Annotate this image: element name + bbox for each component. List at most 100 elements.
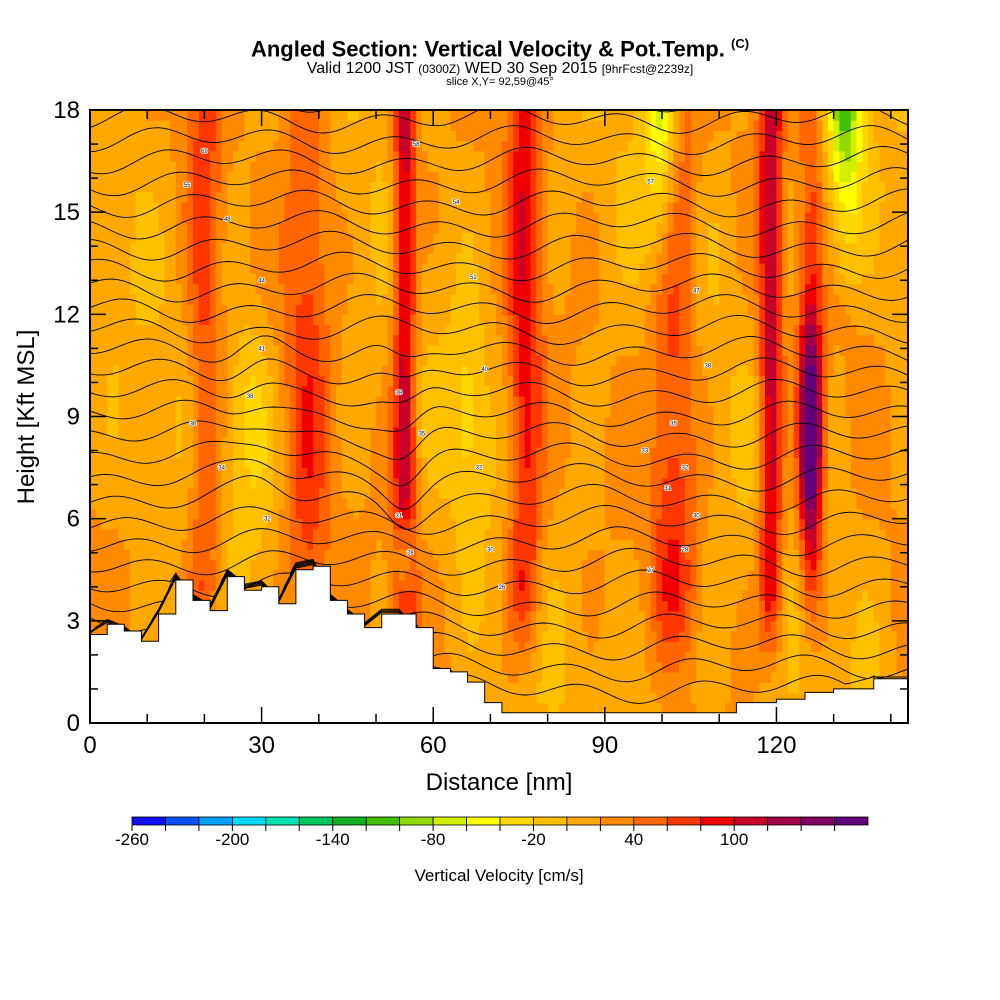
field-cell bbox=[536, 447, 543, 458]
field-cell bbox=[490, 610, 497, 622]
field-cell bbox=[255, 467, 263, 479]
field-cell bbox=[347, 580, 354, 591]
field-cell bbox=[101, 140, 108, 152]
field-cell bbox=[90, 528, 97, 540]
field-cell bbox=[221, 181, 228, 193]
field-cell bbox=[347, 334, 354, 346]
field-cell bbox=[295, 385, 303, 397]
field-cell bbox=[370, 263, 377, 274]
field-cell bbox=[124, 600, 131, 612]
field-cell bbox=[376, 191, 383, 203]
field-cell bbox=[330, 304, 337, 315]
field-cell bbox=[398, 375, 406, 387]
field-cell bbox=[416, 130, 423, 142]
field-cell bbox=[364, 447, 371, 458]
field-cell bbox=[250, 436, 257, 448]
field-cell bbox=[170, 120, 177, 131]
field-cell bbox=[233, 549, 240, 561]
field-cell bbox=[501, 385, 509, 397]
field-cell bbox=[364, 242, 371, 254]
field-cell bbox=[261, 488, 268, 499]
field-cell bbox=[124, 416, 131, 428]
field-cell bbox=[215, 569, 223, 581]
field-cell bbox=[559, 365, 566, 377]
field-cell bbox=[450, 120, 457, 131]
field-cell bbox=[147, 161, 154, 172]
field-cell bbox=[559, 334, 566, 346]
field-cell bbox=[541, 518, 549, 530]
field-cell bbox=[330, 324, 337, 336]
field-cell bbox=[513, 488, 520, 499]
field-cell bbox=[404, 171, 411, 183]
field-cell bbox=[233, 436, 240, 448]
field-cell bbox=[124, 120, 131, 131]
field-cell bbox=[95, 161, 102, 172]
field-cell bbox=[324, 212, 331, 223]
field-cell bbox=[301, 345, 308, 356]
field-cell bbox=[370, 345, 377, 356]
field-cell bbox=[433, 508, 440, 520]
field-cell bbox=[387, 488, 394, 499]
field-cell bbox=[450, 365, 457, 377]
field-cell bbox=[290, 457, 297, 469]
field-cell bbox=[101, 232, 108, 244]
field-cell bbox=[524, 518, 531, 530]
field-cell bbox=[467, 590, 474, 601]
field-cell bbox=[536, 324, 543, 336]
field-cell bbox=[536, 426, 543, 438]
field-cell bbox=[336, 242, 343, 254]
field-cell bbox=[519, 222, 526, 234]
field-cell bbox=[307, 416, 314, 428]
field-cell bbox=[118, 426, 125, 438]
field-cell bbox=[376, 488, 383, 499]
field-cell bbox=[461, 253, 469, 264]
field-cell bbox=[353, 559, 360, 571]
field-cell bbox=[261, 436, 268, 448]
field-cell bbox=[519, 416, 526, 428]
field-cell bbox=[387, 304, 394, 315]
field-cell bbox=[301, 447, 308, 458]
field-cell bbox=[284, 518, 291, 530]
field-cell bbox=[427, 110, 434, 121]
field-cell bbox=[444, 242, 451, 254]
field-cell bbox=[547, 181, 554, 193]
field-cell bbox=[404, 273, 411, 285]
field-cell bbox=[490, 498, 497, 509]
field-cell bbox=[267, 396, 274, 407]
field-cell bbox=[393, 375, 400, 387]
field-cell bbox=[473, 498, 480, 509]
field-cell bbox=[376, 518, 383, 530]
field-cell bbox=[290, 508, 297, 520]
field-cell bbox=[536, 457, 543, 469]
field-cell bbox=[484, 508, 491, 520]
field-cell bbox=[450, 651, 457, 663]
field-cell bbox=[95, 212, 102, 223]
field-cell bbox=[130, 222, 137, 234]
field-cell bbox=[513, 222, 520, 234]
field-cell bbox=[193, 130, 200, 142]
field-cell bbox=[524, 201, 531, 213]
field-cell bbox=[519, 263, 526, 274]
field-cell bbox=[152, 631, 160, 642]
field-cell bbox=[427, 508, 434, 520]
field-cell bbox=[387, 222, 394, 234]
field-cell bbox=[336, 559, 343, 571]
field-cell bbox=[181, 130, 188, 142]
field-cell bbox=[273, 273, 280, 285]
field-cell bbox=[164, 345, 171, 356]
field-cell bbox=[170, 569, 177, 581]
field-cell bbox=[301, 375, 308, 387]
field-cell bbox=[233, 304, 240, 315]
field-cell bbox=[358, 436, 366, 448]
field-cell bbox=[347, 150, 354, 162]
field-cell bbox=[227, 263, 234, 274]
field-cell bbox=[130, 171, 137, 183]
field-cell bbox=[147, 528, 154, 540]
field-cell bbox=[490, 518, 497, 530]
field-cell bbox=[347, 385, 354, 397]
field-cell bbox=[421, 620, 429, 632]
field-cell bbox=[536, 375, 543, 387]
field-cell bbox=[255, 457, 263, 469]
field-cell bbox=[158, 396, 165, 407]
field-cell bbox=[541, 559, 549, 571]
